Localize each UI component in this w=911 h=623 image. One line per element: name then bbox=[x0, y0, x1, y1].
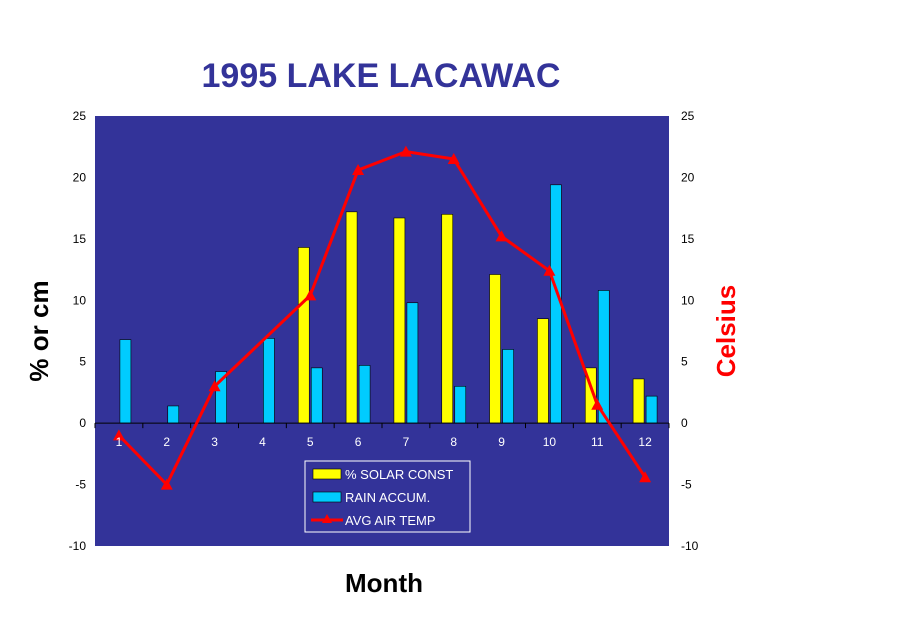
bar-rain-11 bbox=[597, 290, 610, 424]
y2-tick-label: -5 bbox=[681, 478, 692, 492]
y-tick-label: 10 bbox=[73, 293, 87, 307]
legend-label-solar: % SOLAR CONST bbox=[345, 467, 453, 482]
temp-marker-2 bbox=[160, 478, 173, 490]
legend-label-temp: AVG AIR TEMP bbox=[345, 513, 436, 528]
y-tick-label: 5 bbox=[79, 355, 86, 369]
temp-marker-1 bbox=[112, 429, 125, 441]
x-tick-label: 10 bbox=[543, 435, 557, 449]
bar-solar-5 bbox=[297, 247, 310, 424]
x-tick-label: 3 bbox=[211, 435, 218, 449]
legend: % SOLAR CONST RAIN ACCUM. AVG AIR TEMP bbox=[304, 460, 471, 533]
temp-marker-11 bbox=[591, 398, 604, 410]
x-tick-label: 4 bbox=[259, 435, 266, 449]
zero-axis-layer bbox=[94, 422, 670, 429]
bar-solar-10 bbox=[537, 318, 549, 424]
x-tick-label: 1 bbox=[116, 435, 123, 449]
x-tick-label: 8 bbox=[450, 435, 457, 449]
y2-tick-label: 20 bbox=[681, 170, 695, 184]
legend-label-rain: RAIN ACCUM. bbox=[345, 490, 430, 505]
x-tick-labels: 1 2 3 4 5 6 7 8 9 10 11 12 bbox=[116, 435, 653, 449]
bar-rain-1 bbox=[119, 339, 132, 424]
temp-marker-5 bbox=[304, 289, 317, 301]
bar-solar-9 bbox=[489, 274, 501, 424]
y2-tick-label: 15 bbox=[681, 232, 695, 246]
x-tick-label: 5 bbox=[307, 435, 314, 449]
y2-tick-label: 5 bbox=[681, 355, 688, 369]
y2-tick-label: 10 bbox=[681, 293, 695, 307]
x-tick-label: 9 bbox=[498, 435, 505, 449]
legend-swatch-temp-marker bbox=[322, 514, 332, 523]
temp-marker-3 bbox=[208, 380, 221, 392]
bar-rain-6 bbox=[358, 365, 371, 424]
y2-axis-label: Celsius bbox=[711, 285, 741, 378]
x-tick-label: 7 bbox=[403, 435, 410, 449]
y-tick-label: -5 bbox=[75, 478, 86, 492]
bar-rain-8 bbox=[454, 385, 467, 424]
bar-rain-12 bbox=[645, 395, 658, 424]
x-tick-label: 6 bbox=[355, 435, 362, 449]
temp-marker-10 bbox=[543, 264, 556, 276]
y2-tick-labels: -10 -5 0 5 10 15 20 25 bbox=[681, 109, 699, 553]
chart-title: 1995 LAKE LACAWAC bbox=[202, 57, 561, 95]
x-tick-label: 12 bbox=[638, 435, 652, 449]
y-tick-label: 25 bbox=[73, 109, 87, 123]
y-tick-label: 15 bbox=[73, 232, 87, 246]
legend-swatch-solar bbox=[312, 468, 342, 480]
x-tick-label: 2 bbox=[163, 435, 170, 449]
y-tick-label: 0 bbox=[79, 416, 86, 430]
temp-marker-6 bbox=[352, 164, 365, 176]
temp-marker-12 bbox=[639, 471, 652, 483]
x-axis-label: Month bbox=[345, 568, 423, 598]
bar-rain-7 bbox=[406, 302, 419, 424]
y-tick-label: -10 bbox=[69, 539, 87, 553]
legend-swatch-rain bbox=[312, 491, 342, 503]
bar-solar-6 bbox=[345, 211, 358, 424]
line-layer bbox=[112, 145, 652, 490]
temp-marker-7 bbox=[399, 145, 412, 157]
temp-marker-8 bbox=[447, 153, 460, 164]
bar-solar-12 bbox=[632, 378, 645, 424]
bar-rain-9 bbox=[502, 349, 514, 424]
y-axis-label: % or cm bbox=[24, 280, 54, 381]
y-tick-labels: -10 -5 0 5 10 15 20 25 bbox=[69, 109, 87, 553]
y2-tick-label: -10 bbox=[681, 539, 699, 553]
y2-tick-label: 0 bbox=[681, 416, 688, 430]
x-tick-label: 11 bbox=[591, 435, 604, 449]
bar-rain-2 bbox=[167, 405, 180, 424]
bar-solar-8 bbox=[441, 213, 454, 424]
bar-rain-4 bbox=[263, 338, 275, 424]
bar-rain-5 bbox=[310, 367, 323, 424]
y-tick-label: 20 bbox=[73, 170, 87, 184]
y2-tick-label: 25 bbox=[681, 109, 695, 123]
bar-solar-7 bbox=[393, 217, 406, 424]
temp-marker-9 bbox=[495, 230, 508, 242]
